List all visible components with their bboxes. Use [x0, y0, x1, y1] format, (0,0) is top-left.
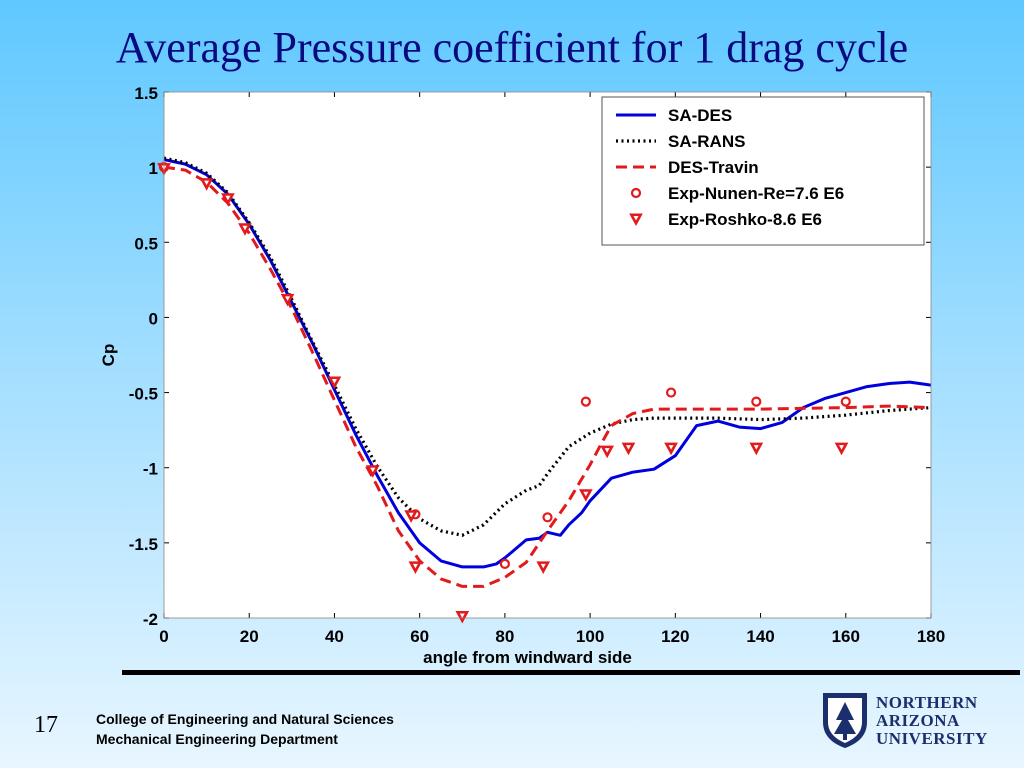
x-tick-label: 100 [576, 627, 604, 646]
data-point-triangle [365, 465, 380, 478]
data-point-triangle [280, 293, 295, 307]
y-tick-label: 0.5 [134, 234, 158, 253]
data-point-triangle-inner [242, 225, 248, 231]
data-point-triangle [455, 610, 470, 624]
data-point-triangle-inner [331, 379, 337, 384]
x-tick-label: 160 [832, 627, 860, 646]
data-point-triangle [749, 442, 764, 456]
legend-label: SA-DES [668, 106, 732, 125]
data-point-triangle-inner [625, 445, 631, 450]
slide-title: Average Pressure coefficient for 1 drag … [115, 23, 909, 72]
y-tick-label: -0.5 [129, 385, 158, 404]
data-point-triangle [327, 376, 342, 390]
x-tick-label: 60 [410, 627, 429, 646]
x-tick-label: 0 [159, 627, 168, 646]
data-point-triangle [238, 223, 252, 236]
logo-line-1: NORTHERN [876, 693, 978, 712]
university-logo-text: NORTHERN ARIZONA UNIVERSITY [876, 694, 988, 748]
y-tick-label: -2 [143, 610, 158, 629]
legend-marker-inner [633, 216, 639, 221]
data-point-triangle [621, 442, 636, 456]
legend-label: Exp-Roshko-8.6 E6 [668, 210, 822, 229]
data-point-triangle [664, 442, 678, 456]
data-point-triangle-inner [583, 491, 589, 497]
data-point-triangle [408, 561, 423, 574]
x-tick-label: 80 [495, 627, 514, 646]
legend-marker [630, 187, 642, 199]
series-line-sa-des [164, 158, 931, 569]
data-point-circle [751, 396, 762, 407]
nau-shield-pine-icon [823, 693, 867, 748]
logo-line-3: UNIVERSITY [876, 729, 988, 748]
y-axis-label: Cp [99, 344, 118, 367]
data-point-circle [542, 512, 553, 523]
series-line-sa-rans [164, 156, 931, 537]
data-point-triangle [600, 445, 614, 459]
data-point-triangle-inner [668, 445, 674, 450]
data-point-triangle-inner [370, 467, 376, 473]
data-point-triangle [404, 510, 418, 523]
data-point-triangle [579, 489, 593, 502]
data-point-triangle [199, 178, 214, 191]
plot-border [163, 91, 932, 619]
data-point-triangle-inner [225, 195, 231, 201]
data-point-triangle-inner [412, 563, 418, 569]
data-point-triangle-inner [408, 512, 414, 518]
y-tick-label: 1.5 [134, 84, 158, 103]
legend-label: DES-Travin [668, 158, 759, 177]
x-tick-label: 40 [325, 627, 344, 646]
page-number: 17 [34, 712, 58, 738]
legend-label: Exp-Nunen-Re=7.6 E6 [668, 184, 844, 203]
data-point-circle [580, 396, 591, 407]
x-tick-label: 120 [661, 627, 689, 646]
legend-box [601, 96, 925, 246]
x-axis-label: angle from windward side [423, 648, 632, 667]
data-point-triangle [221, 193, 235, 206]
y-tick-label: 1 [149, 159, 158, 178]
x-tick-label: 140 [746, 627, 774, 646]
y-tick-label: 0 [149, 309, 158, 328]
data-point-triangle-inner [204, 180, 210, 186]
data-point-triangle-inner [540, 563, 546, 569]
footer-college: College of Engineering and Natural Scien… [96, 711, 394, 727]
data-point-triangle-inner [604, 448, 610, 453]
legend-label: SA-RANS [668, 132, 745, 151]
logo-line-2: ARIZONA [876, 711, 960, 730]
data-point-triangle-inner [839, 445, 845, 450]
data-point-triangle [834, 442, 849, 456]
x-tick-label: 180 [917, 627, 945, 646]
data-point-triangle-inner [753, 445, 759, 450]
data-point-circle [840, 396, 851, 407]
legend-marker [629, 213, 643, 227]
y-tick-label: -1.5 [129, 535, 158, 554]
data-point-circle [665, 387, 677, 398]
data-point-triangle-inner [285, 296, 291, 301]
footer-divider [122, 670, 1020, 675]
footer-text: College of Engineering and Natural Scien… [96, 709, 394, 749]
data-point-triangle-inner [459, 613, 465, 618]
footer-department: Mechanical Engineering Department [96, 731, 338, 747]
data-point-triangle [536, 561, 551, 574]
y-tick-label: -1 [143, 460, 158, 479]
data-point-circle [499, 558, 510, 569]
x-tick-label: 20 [240, 627, 259, 646]
